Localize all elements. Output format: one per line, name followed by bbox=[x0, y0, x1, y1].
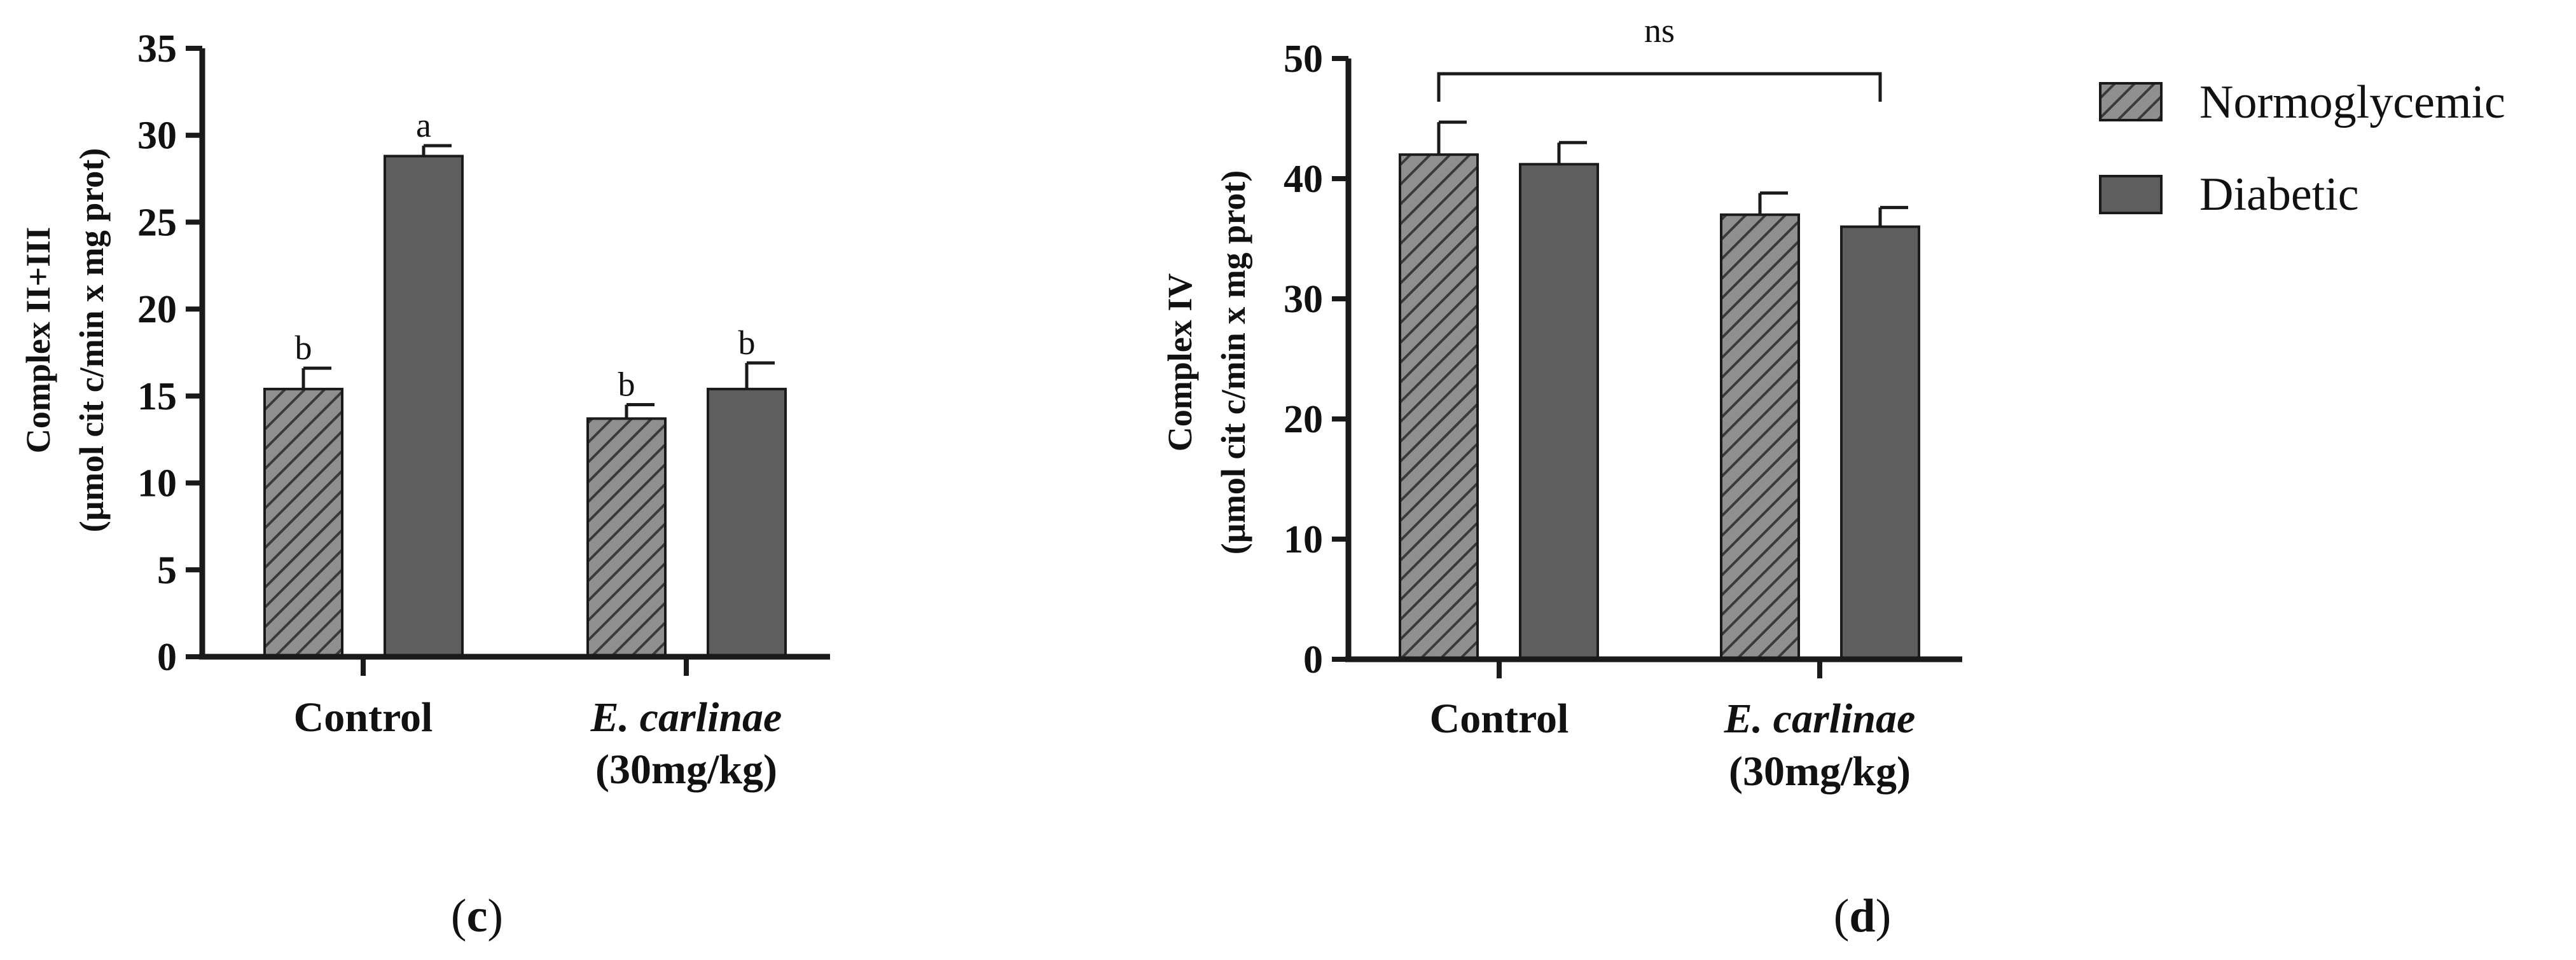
bracket-label: ns bbox=[1644, 11, 1675, 50]
y-tick-label: 20 bbox=[137, 288, 177, 331]
y-axis-title-line2: (µmol cit c/min x mg prot) bbox=[1214, 170, 1252, 555]
y-tick-label: 40 bbox=[1284, 158, 1323, 201]
x-category-label-line2: (30mg/kg) bbox=[595, 746, 777, 793]
chart-panel-d: Complex IV (µmol cit c/min x mg prot) 0 1… bbox=[1161, 11, 1962, 942]
y-tick-label: 5 bbox=[157, 549, 177, 592]
y-axis-title-line1: Complex II+III bbox=[19, 227, 57, 453]
bar-diabetic bbox=[707, 387, 787, 658]
y-tick-label: 25 bbox=[137, 201, 177, 244]
bar-diabetic bbox=[1519, 163, 1599, 661]
bar-normoglycemic bbox=[586, 417, 667, 658]
y-tick-label: 35 bbox=[137, 27, 177, 71]
y-tick-label: 10 bbox=[137, 462, 177, 505]
bar-diabetic bbox=[1840, 225, 1920, 661]
y-tick-label: 15 bbox=[137, 375, 177, 418]
significance-label: b bbox=[738, 324, 756, 362]
legend-swatch-diabetic bbox=[2099, 175, 2163, 214]
legend-swatch-normoglycemic bbox=[2099, 82, 2163, 121]
legend-label-normoglycemic: Normoglycemic bbox=[2199, 76, 2505, 128]
x-category-label: Control bbox=[294, 694, 433, 741]
legend: Normoglycemic Diabetic bbox=[2099, 76, 2505, 221]
panel-label-c: (c) bbox=[451, 890, 503, 942]
x-category-label-line2: (30mg/kg) bbox=[1729, 748, 1911, 795]
y-axis-title-line2: (µmol cit c/min x mg prot) bbox=[73, 148, 111, 533]
significance-label: a bbox=[416, 106, 431, 144]
bar-normoglycemic bbox=[1399, 153, 1479, 661]
y-tick-label: 50 bbox=[1284, 38, 1323, 81]
y-axis-title-line1: Complex IV bbox=[1161, 273, 1199, 452]
y-tick-label: 0 bbox=[1303, 638, 1323, 682]
significance-label: b bbox=[295, 329, 312, 367]
y-tick-label: 10 bbox=[1284, 518, 1323, 561]
x-category-label: E. carlinae bbox=[590, 694, 782, 741]
significance-label: b bbox=[618, 366, 635, 404]
bar-diabetic bbox=[384, 154, 464, 659]
panel-label-d: (d) bbox=[1834, 890, 1891, 942]
y-tick-label: 30 bbox=[137, 114, 177, 158]
y-tick-label: 0 bbox=[157, 636, 177, 679]
legend-label-diabetic: Diabetic bbox=[2199, 168, 2359, 221]
y-tick-label: 30 bbox=[1284, 278, 1323, 321]
x-category-label: Control bbox=[1430, 696, 1569, 742]
bar-normoglycemic bbox=[1720, 213, 1800, 661]
significance-bracket bbox=[1437, 72, 1882, 102]
bar-normoglycemic bbox=[263, 387, 343, 658]
chart-panel-c: Complex II+III (µmol cit c/min x mg prot… bbox=[19, 27, 830, 942]
y-tick-label: 20 bbox=[1284, 398, 1323, 441]
x-category-label: E. carlinae bbox=[1724, 696, 1916, 742]
